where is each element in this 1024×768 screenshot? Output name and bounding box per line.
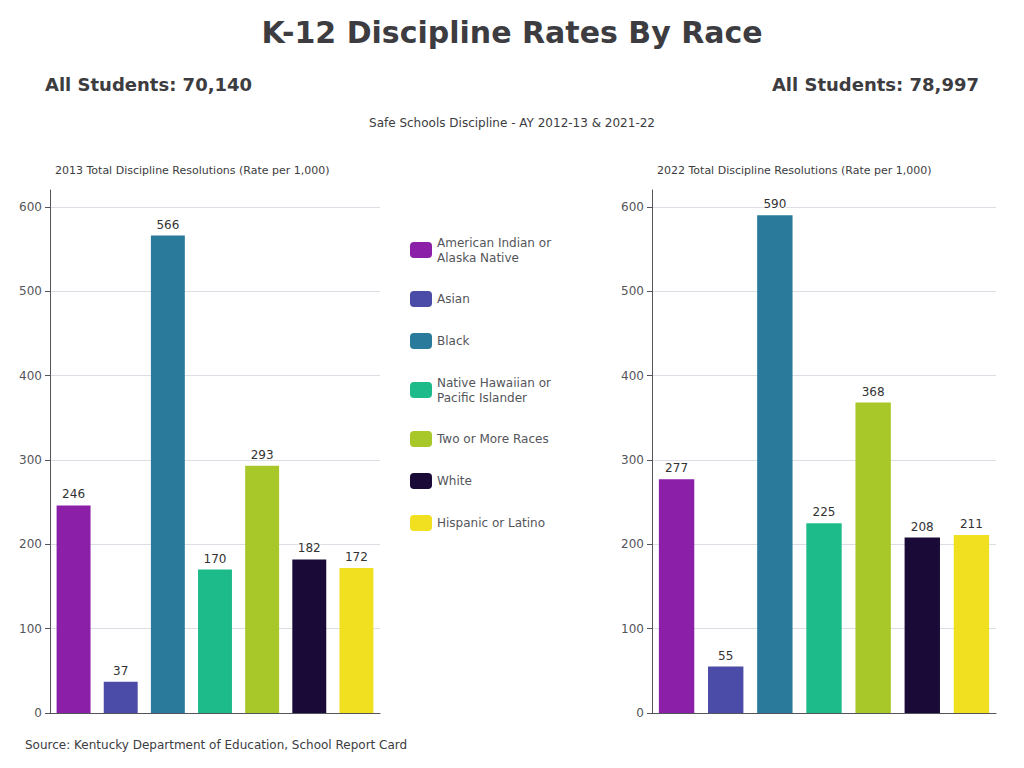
svg-text:246: 246 [62, 487, 85, 501]
svg-text:293: 293 [251, 448, 274, 462]
svg-text:100: 100 [621, 622, 644, 636]
svg-text:400: 400 [19, 369, 42, 383]
svg-text:200: 200 [19, 537, 42, 551]
svg-text:566: 566 [156, 218, 179, 232]
svg-text:208: 208 [911, 520, 934, 534]
svg-text:0: 0 [636, 706, 644, 720]
svg-text:590: 590 [763, 197, 786, 211]
svg-text:0: 0 [34, 706, 42, 720]
svg-text:225: 225 [813, 505, 836, 519]
svg-text:277: 277 [665, 461, 688, 475]
svg-text:Pacific Islander: Pacific Islander [437, 391, 527, 405]
svg-text:300: 300 [19, 453, 42, 467]
svg-text:Asian: Asian [437, 292, 470, 306]
svg-text:600: 600 [19, 200, 42, 214]
svg-text:300: 300 [621, 453, 644, 467]
svg-text:White: White [437, 474, 472, 488]
svg-text:172: 172 [345, 550, 368, 564]
svg-text:Safe Schools Discipline - AY 2: Safe Schools Discipline - AY 2012-13 & 2… [369, 116, 655, 130]
svg-text:Hispanic or Latino: Hispanic or Latino [437, 516, 545, 530]
svg-text:182: 182 [298, 541, 321, 555]
svg-text:170: 170 [204, 552, 227, 566]
svg-text:200: 200 [621, 537, 644, 551]
svg-text:55: 55 [718, 649, 733, 663]
svg-text:Two or More Races: Two or More Races [436, 432, 549, 446]
svg-text:American Indian or: American Indian or [437, 236, 551, 250]
svg-text:500: 500 [19, 284, 42, 298]
svg-text:400: 400 [621, 369, 644, 383]
svg-text:211: 211 [960, 517, 983, 531]
svg-text:All Students: 78,997: All Students: 78,997 [772, 74, 979, 95]
svg-text:500: 500 [621, 284, 644, 298]
svg-text:368: 368 [862, 385, 885, 399]
svg-text:Native Hawaiian or: Native Hawaiian or [437, 376, 551, 390]
svg-text:K-12 Discipline Rates By Race: K-12 Discipline Rates By Race [261, 15, 762, 50]
svg-text:Alaska Native: Alaska Native [437, 251, 519, 265]
svg-text:2013 Total Discipline Resoluti: 2013 Total Discipline Resolutions (Rate … [55, 164, 330, 177]
svg-text:100: 100 [19, 622, 42, 636]
svg-text:All Students: 70,140: All Students: 70,140 [45, 74, 252, 95]
svg-text:2022 Total Discipline Resoluti: 2022 Total Discipline Resolutions (Rate … [657, 164, 932, 177]
svg-text:600: 600 [621, 200, 644, 214]
svg-text:Black: Black [437, 334, 470, 348]
svg-text:Source: Kentucky Department of: Source: Kentucky Department of Education… [25, 738, 407, 752]
svg-text:37: 37 [113, 664, 128, 678]
